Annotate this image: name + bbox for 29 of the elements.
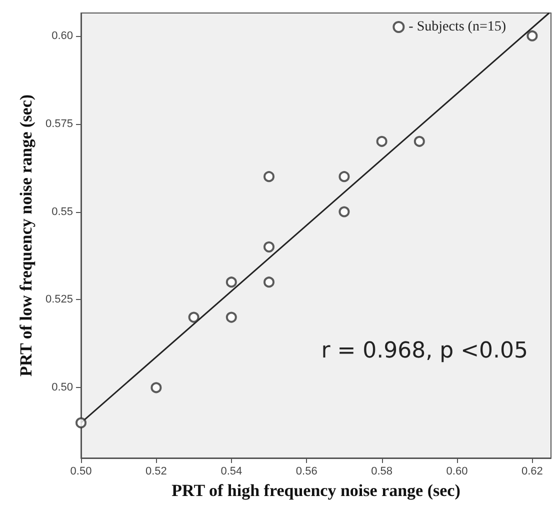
point bbox=[526, 30, 538, 42]
point bbox=[226, 276, 237, 288]
point bbox=[338, 206, 350, 218]
point bbox=[226, 312, 237, 323]
x-tick-label: 0.60 bbox=[446, 466, 468, 478]
point bbox=[414, 136, 425, 147]
point bbox=[264, 171, 274, 182]
legend-label: - Subjects (n=15) bbox=[408, 20, 506, 34]
y-tick-label: 0.60 bbox=[52, 30, 73, 42]
x-tick-label: 0.54 bbox=[220, 466, 242, 478]
point bbox=[264, 276, 274, 288]
point bbox=[338, 171, 350, 182]
annotation: r = 0.968, p <0.05 bbox=[321, 338, 528, 364]
y-tick-label: 0.575 bbox=[45, 118, 73, 130]
point bbox=[76, 417, 86, 428]
point bbox=[376, 136, 388, 147]
x-tick-label: 0.52 bbox=[145, 466, 167, 478]
y-tick-label: 0.50 bbox=[52, 382, 73, 394]
x-tick-label: 0.58 bbox=[371, 466, 393, 478]
x-tick-label: 0.50 bbox=[70, 466, 92, 478]
point bbox=[188, 312, 200, 323]
point bbox=[264, 241, 274, 252]
x-axis-title: PRT of high frequency noise range (sec) bbox=[172, 481, 460, 500]
x-tick-label: 0.62 bbox=[521, 466, 543, 478]
y-axis-title: PRT of low frequency noise range (sec) bbox=[16, 94, 36, 377]
point bbox=[150, 382, 162, 394]
y-tick-label: 0.525 bbox=[45, 294, 73, 306]
y-tick-label: 0.55 bbox=[52, 206, 73, 218]
x-tick-label: 0.56 bbox=[296, 466, 318, 478]
